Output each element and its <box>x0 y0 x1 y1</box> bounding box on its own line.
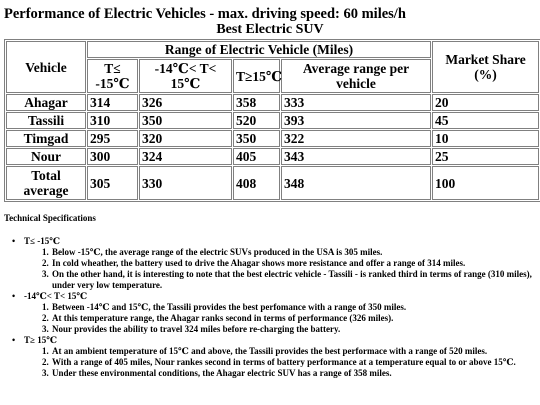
cell-range-above-15: 405 <box>233 148 280 165</box>
table-row: Timgad 295 320 350 322 10 <box>6 130 540 147</box>
spec-section: • T≤ -15℃ 1. Below -15℃, the average rang… <box>12 236 540 291</box>
cell-range-above-15: 520 <box>233 112 280 129</box>
spec-section-heading: T≥ 15℃ <box>24 335 57 345</box>
cell-range-below-minus15: 314 <box>87 94 138 111</box>
cell-average-range: 333 <box>281 94 432 111</box>
item-number: 2. <box>42 357 49 367</box>
cell-vehicle: Total average <box>6 166 86 200</box>
spec-section: • -14℃< T< 15℃ 1. Between -14℃ and 15℃, t… <box>12 291 540 335</box>
item-number: 2. <box>42 313 49 323</box>
spec-item-text: Under these environmental conditions, th… <box>52 368 392 378</box>
cell-vehicle: Timgad <box>6 130 86 147</box>
table-row: Ahagar 314 326 358 333 20 <box>6 94 540 111</box>
cell-vehicle: Tassili <box>6 112 86 129</box>
cell-market-share: 10 <box>432 130 540 147</box>
bullet-icon: • <box>12 335 16 345</box>
cell-range-below-minus15: 305 <box>87 166 138 200</box>
item-number: 1. <box>42 346 49 356</box>
spec-item-text: Between -14℃ and 15℃, the Tassili provid… <box>52 302 407 312</box>
bullet-icon: • <box>12 291 16 301</box>
cell-range-minus14-to-15: 320 <box>139 130 232 147</box>
cell-market-share: 100 <box>432 166 540 200</box>
list-item: 3. Under these environmental conditions, … <box>42 368 540 379</box>
list-item: 3. On the other hand, it is interesting t… <box>42 269 540 291</box>
spec-section: • T≥ 15℃ 1. At an ambient temperature of … <box>12 335 540 379</box>
list-item: 1. At an ambient temperature of 15℃ and a… <box>42 346 540 357</box>
cell-vehicle: Nour <box>6 148 86 165</box>
technical-specifications-heading: Technical Specifications <box>4 213 96 223</box>
header-col-average: Average range per vehicle <box>281 59 432 93</box>
table-row-total: Total average 305 330 408 348 100 <box>6 166 540 200</box>
cell-range-minus14-to-15: 324 <box>139 148 232 165</box>
item-number: 3. <box>42 269 49 279</box>
table-subtitle: Best Electric SUV <box>216 22 324 37</box>
cell-market-share: 20 <box>432 94 540 111</box>
cell-range-below-minus15: 295 <box>87 130 138 147</box>
spec-section-heading: -14℃< T< 15℃ <box>24 291 88 301</box>
cell-average-range: 343 <box>281 148 432 165</box>
cell-average-range: 322 <box>281 130 432 147</box>
cell-market-share: 25 <box>432 148 540 165</box>
cell-vehicle: Ahagar <box>6 94 86 111</box>
header-col-minus14-to-15: -14℃< T< 15℃ <box>139 59 232 93</box>
cell-range-minus14-to-15: 350 <box>139 112 232 129</box>
cell-average-range: 393 <box>281 112 432 129</box>
list-item: 2. In cold wheather, the battery used to … <box>42 258 540 269</box>
cell-range-minus14-to-15: 330 <box>139 166 232 200</box>
item-number: 3. <box>42 324 49 334</box>
list-item: 1. Between -14℃ and 15℃, the Tassili prov… <box>42 302 540 313</box>
ev-range-table: Vehicle Range of Electric Vehicle (Miles… <box>4 39 540 202</box>
header-market-share: Market Share (%) <box>432 41 540 93</box>
spec-section-heading: T≤ -15℃ <box>24 236 60 246</box>
bullet-icon: • <box>12 236 16 246</box>
cell-range-below-minus15: 310 <box>87 112 138 129</box>
list-item: 2. With a range of 405 miles, Nour rankes… <box>42 357 540 368</box>
header-vehicle: Vehicle <box>6 41 86 93</box>
spec-item-text: Nour provides the ability to travel 324 … <box>52 324 341 334</box>
spec-item-text: Below -15℃, the average range of the ele… <box>52 247 383 257</box>
item-number: 1. <box>42 302 49 312</box>
spec-item-text: On the other hand, it is interesting to … <box>52 269 532 290</box>
page-title: Performance of Electric Vehicles - max. … <box>4 6 406 22</box>
spec-item-text: With a range of 405 miles, Nour rankes s… <box>52 357 516 367</box>
technical-specifications-list: • T≤ -15℃ 1. Below -15℃, the average rang… <box>0 236 540 379</box>
item-number: 3. <box>42 368 49 378</box>
cell-range-below-minus15: 300 <box>87 148 138 165</box>
cell-average-range: 348 <box>281 166 432 200</box>
list-item: 1. Below -15℃, the average range of the e… <box>42 247 540 258</box>
cell-range-above-15: 408 <box>233 166 280 200</box>
spec-item-text: In cold wheather, the battery used to dr… <box>52 258 466 268</box>
item-number: 1. <box>42 247 49 257</box>
header-range-group: Range of Electric Vehicle (Miles) <box>87 41 432 58</box>
spec-item-text: At an ambient temperature of 15℃ and abo… <box>52 346 488 356</box>
cell-market-share: 45 <box>432 112 540 129</box>
spec-item-text: At this temperature range, the Ahagar ra… <box>52 313 394 323</box>
cell-range-minus14-to-15: 326 <box>139 94 232 111</box>
list-item: 3. Nour provides the ability to travel 32… <box>42 324 540 335</box>
item-number: 2. <box>42 258 49 268</box>
list-item: 2. At this temperature range, the Ahagar … <box>42 313 540 324</box>
cell-range-above-15: 358 <box>233 94 280 111</box>
table-row: Nour 300 324 405 343 25 <box>6 148 540 165</box>
header-col-below-minus15: T≤ -15℃ <box>87 59 138 93</box>
table-row: Tassili 310 350 520 393 45 <box>6 112 540 129</box>
header-col-above-15: T≥15℃ <box>233 59 282 93</box>
cell-range-above-15: 350 <box>233 130 280 147</box>
